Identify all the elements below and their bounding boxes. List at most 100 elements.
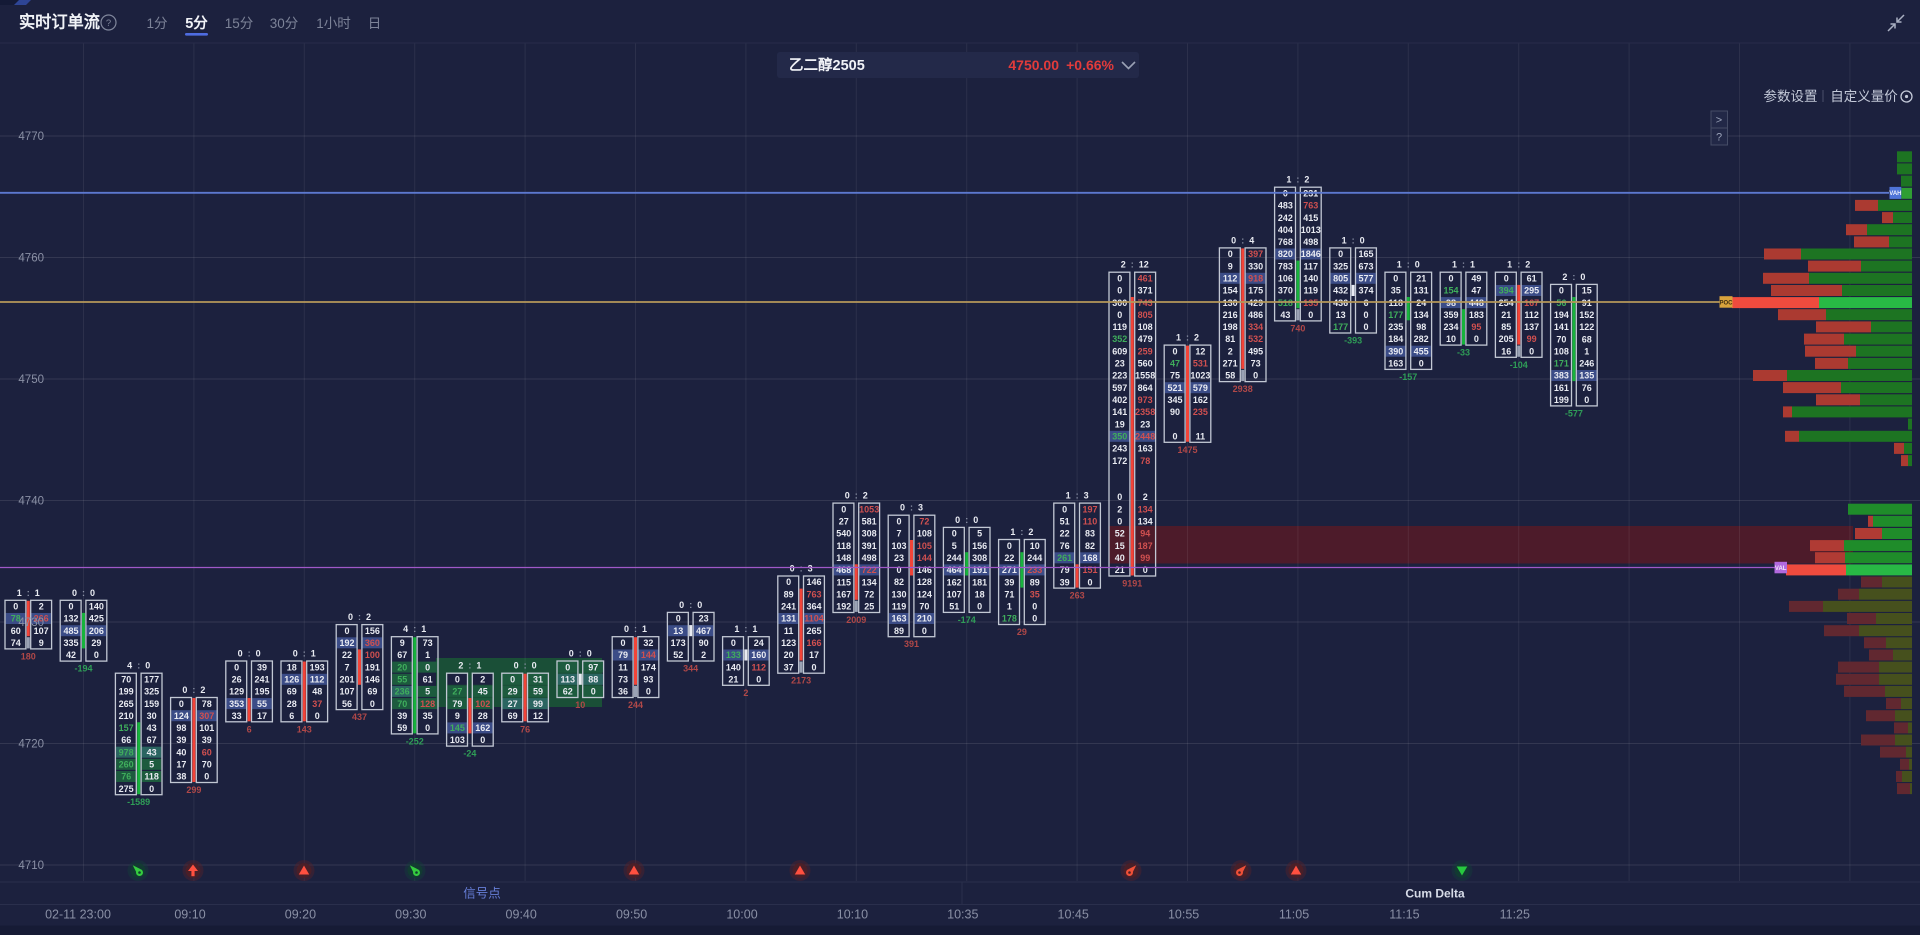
svg-text:0: 0 (145, 661, 150, 671)
svg-text:实时订单流: 实时订单流 (19, 13, 100, 32)
svg-text:129: 129 (229, 687, 244, 697)
svg-text:560: 560 (1138, 359, 1153, 369)
svg-text:10:35: 10:35 (947, 908, 978, 922)
svg-text:0: 0 (1172, 346, 1177, 356)
svg-text::: : (192, 685, 195, 695)
svg-text:0: 0 (370, 699, 375, 709)
svg-text:275: 275 (119, 784, 134, 794)
svg-text:265: 265 (806, 626, 821, 636)
svg-text:22: 22 (1060, 529, 1070, 539)
svg-text:195: 195 (254, 687, 269, 697)
svg-text:52: 52 (1115, 529, 1125, 539)
svg-text:0: 0 (845, 491, 850, 501)
svg-text:143: 143 (297, 724, 312, 734)
svg-text:10:45: 10:45 (1058, 908, 1089, 922)
svg-text:61: 61 (423, 675, 433, 685)
svg-text:308: 308 (862, 529, 877, 539)
svg-text:0: 0 (620, 638, 625, 648)
svg-text:374: 374 (1358, 286, 1373, 296)
svg-text:157: 157 (119, 723, 134, 733)
svg-text:112: 112 (752, 662, 767, 672)
svg-text:0: 0 (1529, 346, 1534, 356)
svg-text:0: 0 (510, 675, 515, 685)
svg-text::: : (1407, 260, 1410, 270)
svg-text:11: 11 (618, 662, 628, 672)
svg-text:4740: 4740 (18, 496, 44, 508)
svg-text:17: 17 (809, 650, 819, 660)
svg-text:246: 246 (1579, 359, 1594, 369)
svg-text:29: 29 (508, 687, 518, 697)
svg-text:161: 161 (1554, 383, 1569, 393)
svg-text:0: 0 (1117, 517, 1122, 527)
svg-text:163: 163 (1138, 444, 1153, 454)
svg-text:134: 134 (1138, 504, 1153, 514)
svg-text:66: 66 (121, 735, 131, 745)
svg-text:133: 133 (726, 650, 741, 660)
svg-text:152: 152 (1579, 310, 1594, 320)
svg-text:402: 402 (1112, 395, 1127, 405)
svg-text:27: 27 (452, 687, 462, 697)
svg-text:2: 2 (480, 675, 485, 685)
svg-text:371: 371 (1138, 286, 1153, 296)
svg-text:4: 4 (1249, 235, 1254, 245)
svg-text:383: 383 (1554, 371, 1569, 381)
svg-text:5: 5 (425, 687, 430, 697)
svg-text:0: 0 (1228, 249, 1233, 259)
svg-text::: : (1186, 333, 1189, 343)
svg-text:1558: 1558 (1135, 371, 1155, 381)
svg-text:0: 0 (1032, 602, 1037, 612)
svg-text:75: 75 (1170, 371, 1180, 381)
svg-text:61: 61 (1527, 274, 1537, 284)
svg-text:131: 131 (1414, 286, 1429, 296)
svg-text:307: 307 (199, 711, 214, 721)
svg-text:1: 1 (1342, 235, 1347, 245)
svg-text::: : (1020, 527, 1023, 537)
svg-text:82: 82 (1085, 541, 1095, 551)
svg-text:4: 4 (403, 624, 408, 634)
svg-text:175: 175 (1248, 286, 1263, 296)
svg-text:1023: 1023 (1190, 371, 1210, 381)
svg-text::: : (634, 624, 637, 634)
svg-text:199: 199 (1554, 395, 1569, 405)
svg-text:181: 181 (972, 577, 987, 587)
svg-text:485: 485 (63, 626, 78, 636)
svg-text:+0.66%: +0.66% (1066, 57, 1114, 73)
svg-text:1: 1 (35, 588, 40, 598)
svg-text::: : (1572, 272, 1575, 282)
svg-text:72: 72 (919, 517, 929, 527)
svg-text:69: 69 (287, 687, 297, 697)
svg-text:210: 210 (917, 614, 932, 624)
svg-text:60: 60 (11, 626, 21, 636)
svg-text:0: 0 (1253, 371, 1258, 381)
svg-text:2: 2 (701, 650, 706, 660)
svg-text:56: 56 (342, 699, 352, 709)
svg-text:70: 70 (202, 760, 212, 770)
svg-text:191: 191 (365, 662, 380, 672)
svg-text:140: 140 (1303, 274, 1318, 284)
svg-text:2173: 2173 (791, 676, 811, 686)
svg-text:89: 89 (784, 589, 794, 599)
svg-text:82: 82 (894, 577, 904, 587)
svg-text:119: 119 (1113, 322, 1128, 332)
svg-text::: : (358, 612, 361, 622)
svg-text:0: 0 (72, 588, 77, 598)
svg-text:23: 23 (699, 614, 709, 624)
svg-text:479: 479 (1138, 334, 1153, 344)
svg-text:4: 4 (127, 661, 132, 671)
svg-text:112: 112 (1524, 310, 1539, 320)
svg-text::: : (1076, 491, 1079, 501)
svg-text:02-11 23:00: 02-11 23:00 (45, 908, 111, 922)
svg-text:259: 259 (1138, 346, 1153, 356)
svg-text::: : (303, 649, 306, 659)
svg-text:1013: 1013 (1301, 225, 1321, 235)
svg-text:48: 48 (312, 687, 322, 697)
svg-text:160: 160 (751, 650, 766, 660)
svg-text:193: 193 (310, 662, 325, 672)
svg-text:282: 282 (1414, 334, 1429, 344)
svg-text:94: 94 (1140, 529, 1150, 539)
svg-text::: : (137, 661, 140, 671)
svg-text:73: 73 (618, 675, 628, 685)
svg-text::: : (82, 588, 85, 598)
svg-text:783: 783 (1278, 261, 1293, 271)
svg-text::: : (1296, 175, 1299, 185)
